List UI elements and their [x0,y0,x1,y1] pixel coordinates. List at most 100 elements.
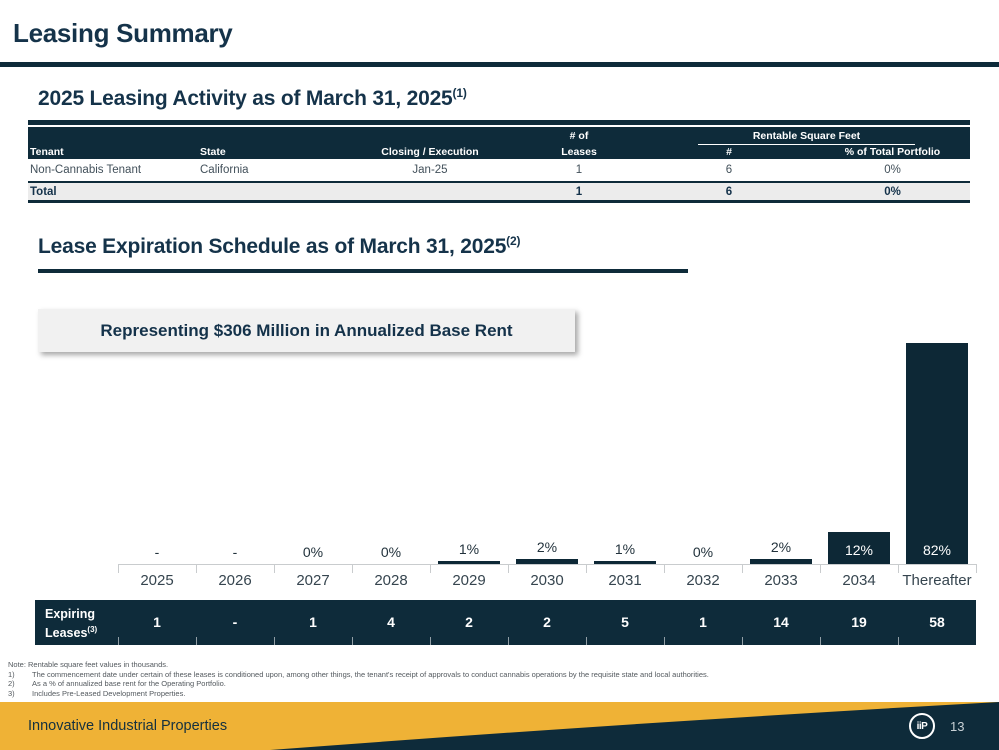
bar-2034 [828,532,890,564]
band-tick [820,637,821,645]
footnote-number: 1) [8,669,15,679]
x-axis-line [118,564,976,565]
chart-plot-area: - - 0% 0% 1% 2% 1% 0% 2% 12% 82% [118,341,976,564]
x-axis-label: 2032 [686,572,720,589]
band-tick [742,637,743,645]
col-header-closing-execution: Closing / Execution [381,146,479,158]
chart-category-column: 2% [508,341,586,564]
axis-tick [352,564,353,573]
footnote-text: The commencement date under certain of t… [32,669,709,679]
footnote-note: Note: Rentable square feet values in tho… [8,660,169,669]
table-row: Non-Cannabis Tenant California Jan-25 1 … [28,159,970,183]
x-axis-label: 2027 [296,572,330,589]
band-tick [586,637,587,645]
bar-value-label: 1% [614,541,636,557]
expiring-leases-value: 58 [929,614,945,630]
lease-expiration-heading-text: Lease Expiration Schedule as of March 31… [38,235,507,258]
lease-expiration-divider [38,269,688,273]
col-header-rsf-count: # [726,146,732,158]
band-tick [664,637,665,645]
footnote-item: 1) The commencement date under certain of… [8,670,993,680]
footer-brand: Innovative Industrial Properties [28,718,228,734]
footnote-item: 3) Includes Pre-Leased Development Proper… [8,689,993,699]
expiring-leases-value: 5 [621,614,629,630]
axis-tick [196,564,197,573]
col-group-rentable-square-feet: Rentable Square Feet [643,130,970,145]
footnote-ref-2: (2) [506,234,521,248]
bar-value-label: 0% [302,544,324,560]
band-tick [274,637,275,645]
col-header-state: State [200,146,226,158]
footnote-number: 3) [8,688,15,698]
footnote-item: 2) As a % of annualized base rent for the… [8,679,993,689]
footnote-ref-1: (1) [452,86,467,100]
footnote-number: 2) [8,679,15,688]
page-number: 13 [950,718,965,734]
chart-category-column: 2% [742,341,820,564]
x-axis-label: 2031 [608,572,642,589]
x-axis-labels: 2025 2026 2027 2028 2029 2030 2031 2032 2033 2034… [118,572,976,589]
axis-tick [742,564,743,573]
expiring-leases-value: 2 [465,614,473,630]
x-axis-label: 2026 [218,572,252,589]
table-header: # of Rentable Square Feet Tenant State C… [28,127,970,159]
x-axis-label: 2034 [842,572,876,589]
axis-tick [508,564,509,573]
x-axis-label: Thereafter [902,572,972,589]
leasing-activity-table: # of Rentable Square Feet Tenant State C… [28,120,970,203]
expiring-leases-value: 1 [309,614,317,630]
bar-Thereafter [906,343,968,564]
axis-tick [976,564,977,573]
leasing-activity-heading-text: 2025 Leasing Activity as of March 31, 20… [38,87,453,110]
col-header-num-of: # of [569,130,589,142]
axis-tick [274,564,275,573]
total-label: Total [30,185,57,198]
expiring-leases-value: 2 [543,614,551,630]
col-header-rsf-pct: % of Total Portfolio [844,146,941,158]
x-axis-label: 2033 [764,572,798,589]
expiring-leases-label: Expiring Leases(3) [45,607,98,641]
cell-rsf-count: 6 [725,164,733,176]
table-top-border [28,120,970,125]
bar-value-label: 0% [380,544,402,560]
bar-2030 [516,559,578,564]
footnotes: Note: Rentable square feet values in tho… [8,660,993,698]
band-tick [118,637,119,645]
axis-tick [430,564,431,573]
title-divider [0,62,999,67]
cell-closing: Jan-25 [412,164,448,176]
chart-category-column: 12% [820,341,898,564]
bar-value-label: 12% [844,542,874,558]
bar-value-label: - [154,544,160,560]
lease-expiration-chart: - -0% 0% 1% 2% 1% 0% 2% 12% 82% 2025 2026 2027 2028 2… [35,341,977,645]
axis-tick [664,564,665,573]
col-header-leases: Leases [561,146,597,158]
axis-tick [586,564,587,573]
iip-logo-icon: iiP [909,713,935,739]
chart-category-column: 0% [664,341,742,564]
cell-rsf-pct: 0% [884,164,901,176]
bar-value-label: 0% [692,544,714,560]
footer-navy-wedge [270,702,999,750]
band-tick [196,637,197,645]
footer: Innovative Industrial Properties iiP 13 [0,702,999,750]
axis-tick [898,564,899,573]
bar-value-label: 1% [458,541,480,557]
chart-category-column: 1% [430,341,508,564]
leasing-activity-heading: 2025 Leasing Activity as of March 31, 20… [38,86,467,111]
expiring-leases-value: 1 [699,614,707,630]
expiring-leases-value: - [232,614,238,630]
cell-leases: 1 [575,164,583,176]
chart-category-column: 82% [898,341,976,564]
expiring-leases-value: 1 [153,614,161,630]
x-axis-label: 2030 [530,572,564,589]
lease-expiration-heading: Lease Expiration Schedule as of March 31… [38,234,520,259]
chart-category-column: 1% [586,341,664,564]
chart-category-column: 0% [274,341,352,564]
band-tick [976,637,977,645]
total-rsf-pct: 0% [884,185,901,198]
table-total-row: Total 1 6 0% [28,183,970,203]
bar-value-label: 82% [922,542,952,558]
col-header-tenant: Tenant [30,146,64,158]
